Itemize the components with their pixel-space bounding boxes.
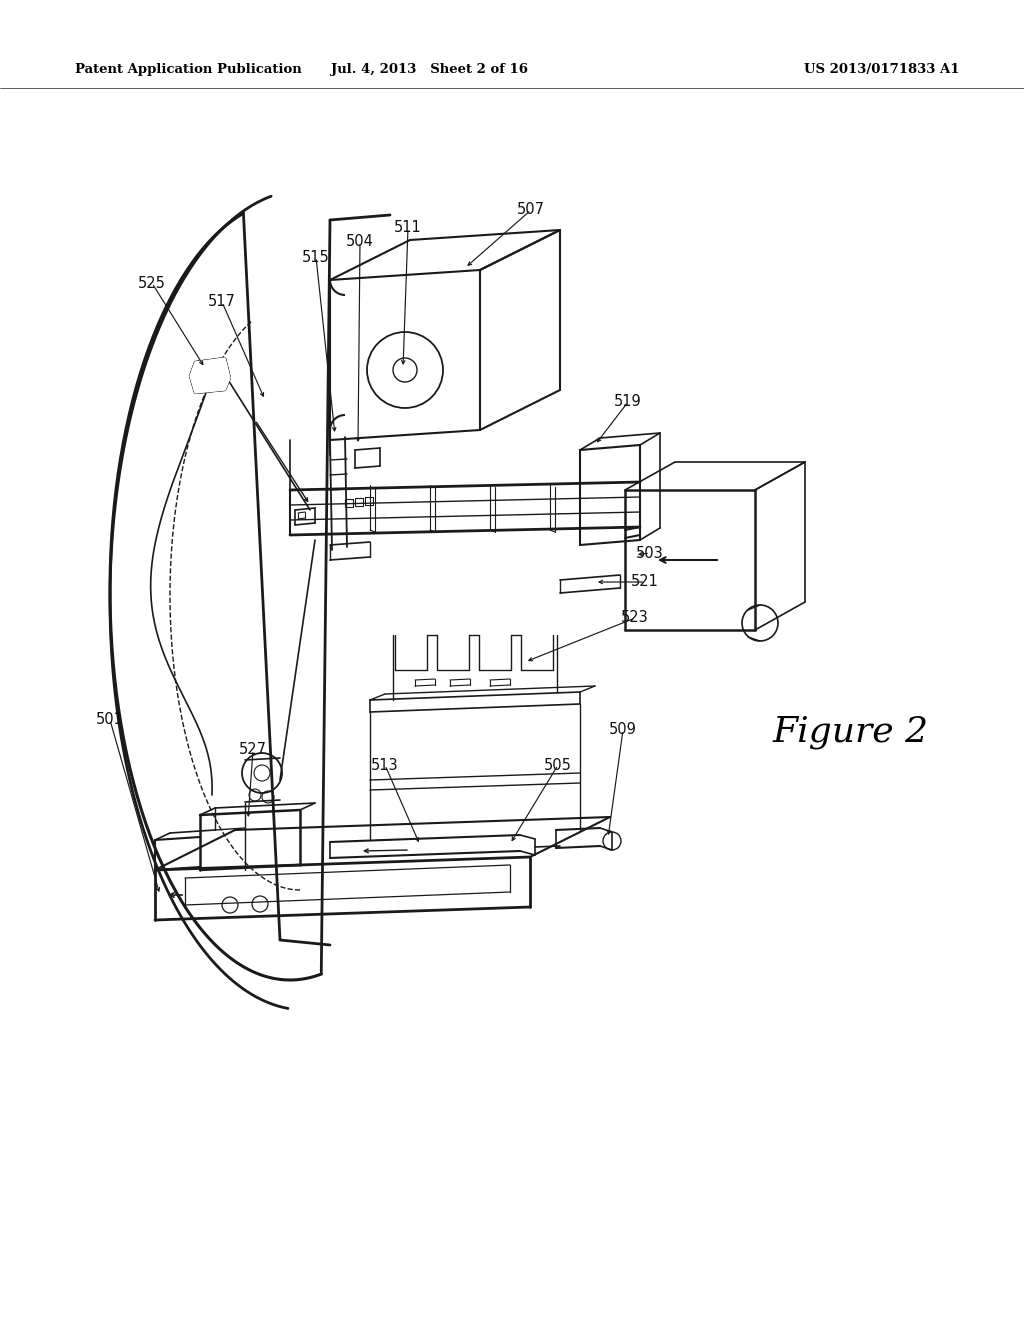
Text: 507: 507 [517, 202, 545, 218]
Text: 517: 517 [208, 294, 236, 309]
Text: 515: 515 [302, 249, 330, 264]
Text: US 2013/0171833 A1: US 2013/0171833 A1 [805, 63, 961, 77]
Text: 513: 513 [371, 758, 398, 772]
Text: 503: 503 [636, 545, 664, 561]
Text: 521: 521 [631, 574, 658, 590]
Text: 505: 505 [544, 758, 572, 772]
Text: 519: 519 [614, 395, 642, 409]
Text: 523: 523 [622, 610, 649, 626]
Text: 509: 509 [609, 722, 637, 738]
Text: 504: 504 [346, 235, 374, 249]
Text: Figure 2: Figure 2 [773, 715, 929, 748]
Text: 525: 525 [138, 276, 166, 290]
Polygon shape [190, 358, 230, 393]
Text: Jul. 4, 2013   Sheet 2 of 16: Jul. 4, 2013 Sheet 2 of 16 [332, 63, 528, 77]
Text: 527: 527 [239, 742, 267, 758]
Text: 511: 511 [394, 220, 422, 235]
Text: 501: 501 [96, 713, 124, 727]
Text: Patent Application Publication: Patent Application Publication [75, 63, 302, 77]
